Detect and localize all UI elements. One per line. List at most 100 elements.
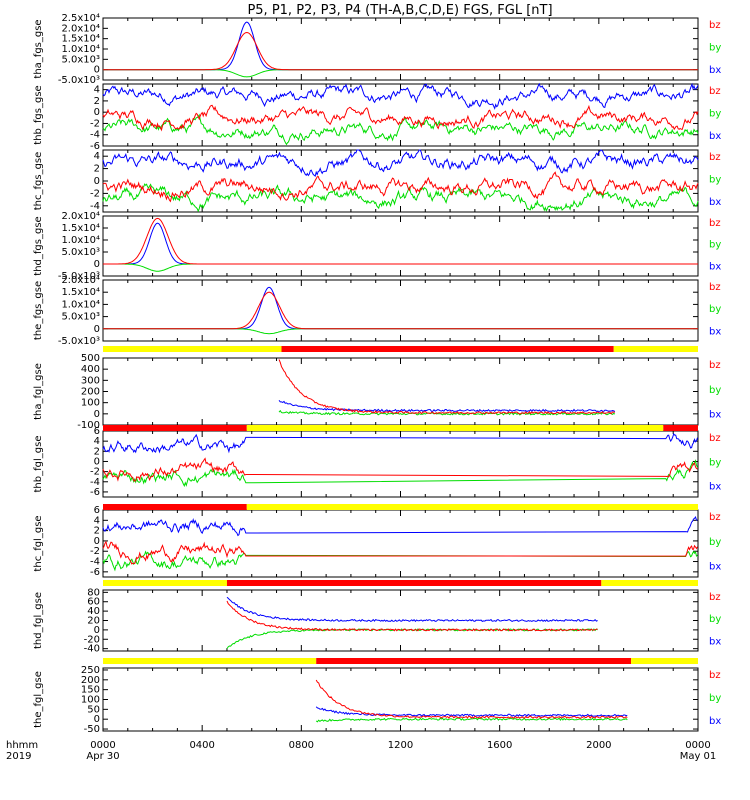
y-tick-label: 1.0x10⁴ (61, 44, 100, 55)
legend-by: by (709, 614, 721, 625)
y-tick-label: 50 (87, 704, 100, 715)
y-tick-label: -2 (90, 188, 100, 199)
status-bar (103, 425, 698, 431)
y-tick-label: 5.0x10³ (61, 54, 100, 65)
y-tick-label: 150 (81, 685, 100, 696)
series-by (278, 409, 616, 416)
y-tick-label: 2.5x10⁴ (61, 13, 100, 24)
y-tick-label: 0 (94, 625, 100, 636)
legend-bx: bx (709, 716, 721, 727)
legend-by: by (709, 457, 721, 468)
x-tick-label: 0000 (90, 740, 115, 751)
y-axis-label: the_fgs_gse (33, 281, 44, 340)
panel-frame (102, 279, 699, 342)
legend-bz: bz (709, 592, 721, 603)
legend-by: by (709, 43, 721, 54)
y-tick-label: 1.5x10⁴ (61, 287, 100, 298)
y-tick-label: 300 (81, 375, 100, 386)
y-tick-label: 4 (94, 436, 100, 447)
y-tick-label: 5.0x10³ (61, 312, 100, 323)
panel-thb_fgs_gse: 420-2-4-6 thb_fgs_gse bz by bx (33, 82, 721, 152)
status-bars (103, 346, 698, 664)
y-tick-label: -5.0x10³ (58, 271, 100, 282)
y-tick-label: 80 (87, 587, 100, 598)
y-tick-label: -2 (90, 118, 100, 129)
y-tick-label: -4 (90, 557, 100, 568)
panel-frame (102, 357, 699, 426)
status-segment-yellow (631, 658, 698, 664)
series-by (103, 328, 698, 335)
y-tick-label: -6 (90, 487, 100, 498)
y-tick-label: -4 (90, 201, 100, 212)
y-tick-label: 0 (94, 65, 100, 76)
y-tick-label: 400 (81, 364, 100, 375)
y-tick-label: 2 (94, 446, 100, 457)
series-bx (102, 82, 699, 110)
y-tick-label: -6 (90, 141, 100, 152)
y-axis-label: thd_fgs_gse (33, 216, 44, 275)
series-bx (103, 21, 698, 71)
series-bz (278, 359, 615, 415)
status-segment-red (103, 504, 247, 510)
series-bz (102, 104, 699, 132)
y-tick-label: 0 (94, 714, 100, 725)
x-label-year: 2019 (6, 751, 31, 762)
series-bz (103, 217, 698, 265)
y-tick-label: 1.0x10⁴ (61, 299, 100, 310)
y-axis-label: tha_fgl_gse (33, 363, 44, 420)
y-tick-label: 2 (94, 526, 100, 537)
series-bx (102, 149, 699, 177)
status-segment-red (103, 425, 247, 431)
legend-bz: bz (709, 218, 721, 229)
legend-bx: bx (709, 326, 721, 337)
status-segment-yellow (246, 425, 664, 431)
series-bz (102, 540, 698, 565)
y-tick-label: 500 (81, 353, 100, 364)
y-tick-label: 0 (94, 176, 100, 187)
status-bar (103, 504, 698, 510)
status-segment-yellow (601, 580, 698, 586)
y-tick-label: -2 (90, 546, 100, 557)
series-bz (315, 679, 628, 719)
series-by (102, 459, 698, 488)
y-tick-label: 2.0x10⁴ (61, 23, 100, 34)
status-segment-red (316, 658, 632, 664)
series-by (102, 113, 699, 146)
plot-title: P5, P1, P2, P3, P4 (TH-A,B,C,D,E) FGS, F… (247, 3, 552, 18)
series-bz (103, 291, 698, 330)
legend-by: by (709, 175, 721, 186)
panel-tha_fgs_gse: 2.5x10⁴2.0x10⁴1.5x10⁴1.0x10⁴5.0x10³0-5.0… (33, 13, 721, 86)
status-segment-red (281, 346, 614, 352)
y-tick-label: 100 (81, 398, 100, 409)
y-tick-label: 6 (94, 505, 100, 516)
y-tick-label: 60 (87, 597, 100, 608)
y-tick-label: 2.0x10⁴ (61, 211, 100, 222)
panel-frame (102, 667, 699, 732)
legend-by: by (709, 385, 721, 396)
y-tick-label: 200 (81, 675, 100, 686)
y-axis-label: thc_fgl_gse (33, 515, 44, 571)
x-tick-label: 0000 (685, 740, 710, 751)
series-bx (102, 516, 698, 537)
y-tick-label: 250 (81, 665, 100, 676)
legend-by: by (709, 109, 721, 120)
legend-bx: bx (709, 636, 721, 647)
legend-bz: bz (709, 670, 721, 681)
y-tick-label: 200 (81, 387, 100, 398)
y-axis-label: thb_fgs_gse (33, 85, 44, 144)
y-tick-label: 100 (81, 695, 100, 706)
y-tick-label: 20 (87, 616, 100, 627)
y-tick-label: -20 (84, 634, 100, 645)
x-tick-label: 0400 (189, 740, 214, 751)
x-date-label: Apr 30 (86, 751, 119, 762)
y-tick-label: -6 (90, 567, 100, 578)
legend-bx: bx (709, 562, 721, 573)
panel-frame (102, 509, 699, 578)
y-tick-label: 0 (94, 324, 100, 335)
